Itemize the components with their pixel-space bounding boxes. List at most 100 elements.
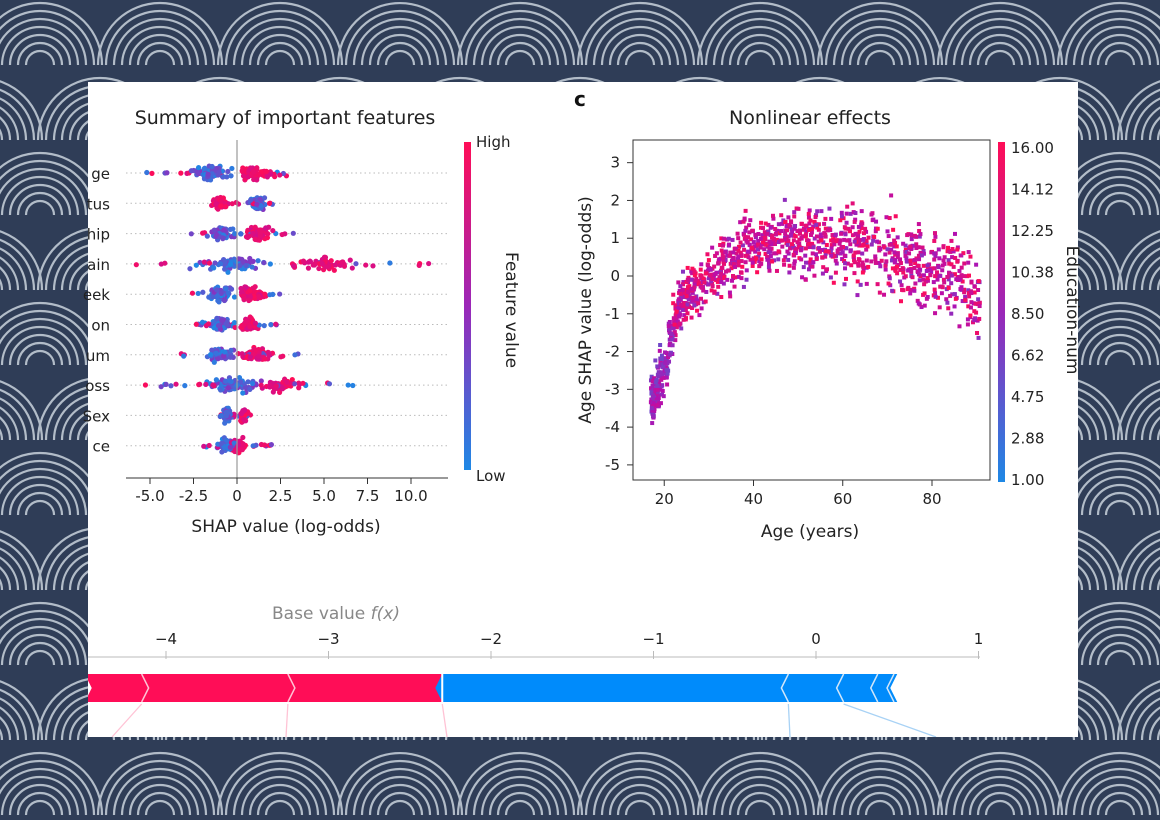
wave-arc (1080, 175, 1160, 216)
beeswarm-dot (258, 228, 264, 234)
dependence-dot (806, 227, 811, 232)
dependence-dot (782, 262, 787, 267)
beeswarm-dot (188, 168, 194, 174)
dependence-dot (963, 298, 968, 303)
beeswarm-dot (221, 227, 227, 233)
dependence-dot (924, 268, 929, 273)
dependence-dot (678, 284, 683, 289)
dependence-dot (706, 258, 711, 263)
wave-arc (1148, 716, 1160, 741)
dependence-dot (856, 263, 861, 268)
dependence-dot (968, 313, 973, 318)
beeswarm-dot (231, 320, 238, 326)
dependence-dot (897, 257, 902, 262)
beeswarm-dot (228, 261, 234, 267)
wave-arc (464, 9, 576, 66)
beeswarm-dot (203, 381, 209, 387)
dependence-dot (771, 216, 776, 221)
dependence-dot (768, 254, 773, 259)
wave-arc (1104, 499, 1136, 516)
beeswarm-dot (268, 322, 274, 328)
dependence-dot (908, 258, 913, 263)
wave-arc (456, 751, 584, 816)
dependence-dot (721, 258, 726, 263)
dependence-dot (763, 242, 768, 247)
dependence-dot (705, 252, 710, 257)
education-colorbar-tick-label: 14.12 (1011, 181, 1054, 199)
dependence-dot (664, 365, 669, 370)
beeswarm-dot (205, 321, 212, 327)
dependence-dot (696, 301, 701, 306)
dependence-dot (655, 396, 660, 401)
dependence-dot (649, 406, 654, 411)
wave-arc (0, 230, 44, 291)
beeswarm-dot (258, 202, 264, 209)
dependence-dot (843, 232, 848, 237)
wave-arc (728, 33, 792, 66)
wave-arc (832, 767, 928, 816)
wave-arc (1064, 759, 1160, 816)
wave-arc (464, 759, 576, 816)
dependence-dot (690, 290, 695, 295)
dependence-dot (726, 268, 731, 273)
dependence-dot (824, 267, 829, 272)
wave-arc (1096, 791, 1144, 816)
dependence-dot (855, 293, 860, 298)
dependence-dot (946, 245, 951, 250)
dependence-dot (810, 242, 815, 247)
wave-arc (240, 775, 320, 816)
dependence-dot (791, 238, 796, 243)
dependence-dot (739, 253, 744, 258)
dependence-dot (831, 280, 836, 285)
feature-label: on (91, 317, 110, 335)
summary-x-tick-label: 5.0 (312, 487, 336, 505)
dependence-dot (766, 261, 771, 266)
dependence-dot (792, 214, 797, 219)
beeswarm-dot (341, 263, 348, 269)
dependence-dot (760, 240, 765, 245)
feature-label: ain (87, 256, 110, 274)
dependence-dot (820, 271, 825, 276)
wave-arc (0, 278, 4, 291)
beeswarm-dot (254, 201, 260, 207)
dependence-dot (950, 292, 955, 297)
dependence-dot (895, 271, 900, 276)
dependence-dot (904, 256, 909, 261)
dependence-dot (899, 299, 904, 304)
beeswarm-dot (257, 196, 263, 202)
beeswarm-dot (349, 265, 355, 271)
dependence-dot (810, 264, 815, 269)
dependence-dot (660, 383, 665, 388)
beeswarm-dot (214, 287, 220, 293)
dependence-dot (819, 235, 824, 240)
dependence-dot (811, 224, 816, 229)
dependence-dot (946, 277, 951, 282)
summary-x-tick-label: -5.0 (135, 487, 164, 505)
wave-arc (0, 25, 80, 66)
dependence-dot (848, 229, 853, 234)
dependence-dot (687, 284, 692, 289)
dependence-dot (892, 250, 897, 255)
wave-arc (0, 547, 28, 591)
wave-arc (480, 25, 560, 66)
dependence-dot (829, 243, 834, 248)
dependence-dot (792, 210, 797, 215)
dependence-dot (850, 233, 855, 238)
dependence-dot (972, 309, 977, 314)
dependence-dot (670, 323, 675, 328)
dependence-dot (762, 230, 767, 235)
dependence-dot (864, 238, 869, 243)
dependence-dot (686, 297, 691, 302)
dependence-dot (869, 242, 874, 247)
dependence-dot (909, 269, 914, 274)
beeswarm-dot (305, 265, 312, 271)
beeswarm-dot (284, 379, 290, 385)
dependence-dot (838, 251, 843, 256)
dependence-dot (742, 247, 747, 252)
dependence-dot (677, 288, 682, 293)
wave-arc (1148, 116, 1160, 141)
wave-arc (704, 9, 816, 66)
wave-arc (96, 751, 224, 816)
wave-arc (1124, 88, 1160, 141)
feature-label: eek (83, 286, 110, 304)
